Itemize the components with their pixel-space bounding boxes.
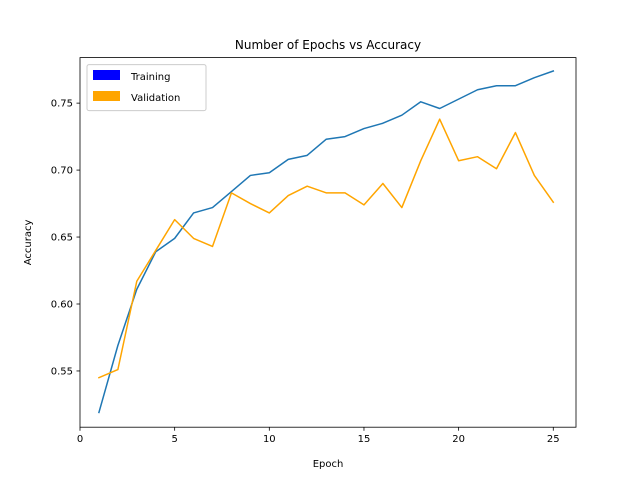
plot-area	[79, 57, 577, 428]
y-axis: 0.55 0.60 0.65 0.70 0.75	[51, 99, 80, 377]
plot-frame	[79, 57, 577, 428]
x-tick-label: 5	[171, 434, 177, 445]
x-tick-label: 15	[358, 434, 371, 445]
x-tick-label: 20	[452, 434, 465, 445]
series-lines	[97, 70, 555, 414]
legend-swatch-validation	[93, 91, 120, 101]
x-tick-label: 0	[77, 434, 83, 445]
series-line-training	[98, 70, 555, 414]
y-tick-label: 0.70	[51, 166, 73, 177]
x-tick-label: 25	[547, 434, 560, 445]
legend-label-training: Training	[130, 72, 170, 83]
x-axis: 0 5 10 15 20 25	[77, 427, 560, 445]
y-tick-label: 0.65	[51, 233, 73, 244]
y-tick-label: 0.75	[51, 99, 73, 110]
legend: Training Validation	[86, 64, 207, 112]
chart-title: Number of Epochs vs Accuracy	[235, 38, 421, 52]
x-axis-label: Epoch	[313, 459, 344, 470]
x-tick-label: 10	[263, 434, 276, 445]
legend-swatch-training	[93, 70, 120, 80]
y-axis-label: Accuracy	[23, 219, 34, 265]
legend-label-validation: Validation	[131, 93, 180, 104]
y-tick-label: 0.55	[51, 366, 73, 377]
y-tick-label: 0.60	[51, 300, 73, 311]
series-line-validation	[97, 118, 555, 379]
